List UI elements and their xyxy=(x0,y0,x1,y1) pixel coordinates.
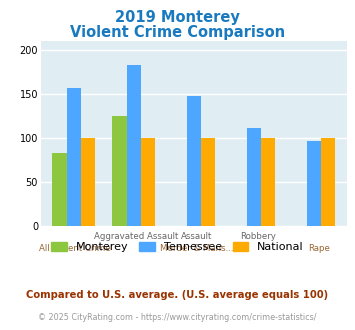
Text: Violent Crime Comparison: Violent Crime Comparison xyxy=(70,25,285,40)
Bar xyxy=(261,138,275,226)
Text: Robbery: Robbery xyxy=(240,232,276,241)
Text: Compared to U.S. average. (U.S. average equals 100): Compared to U.S. average. (U.S. average … xyxy=(26,290,329,300)
Bar xyxy=(187,96,201,226)
Bar xyxy=(52,153,67,226)
Bar xyxy=(201,138,215,226)
Bar xyxy=(81,138,95,226)
Text: © 2025 CityRating.com - https://www.cityrating.com/crime-statistics/: © 2025 CityRating.com - https://www.city… xyxy=(38,314,317,322)
Text: Aggravated Assault: Aggravated Assault xyxy=(93,232,178,241)
Text: Assault: Assault xyxy=(181,232,213,241)
Text: All Violent Crime: All Violent Crime xyxy=(39,244,110,252)
Bar xyxy=(321,138,335,226)
Text: Murder & Mans...: Murder & Mans... xyxy=(160,244,234,252)
Text: Rape: Rape xyxy=(308,244,330,252)
Bar xyxy=(67,88,81,226)
Bar xyxy=(247,128,261,226)
Bar xyxy=(141,138,155,226)
Text: 2019 Monterey: 2019 Monterey xyxy=(115,10,240,25)
Legend: Monterey, Tennessee, National: Monterey, Tennessee, National xyxy=(47,238,308,257)
Bar xyxy=(127,65,141,226)
Bar xyxy=(307,141,321,226)
Bar xyxy=(112,116,127,226)
